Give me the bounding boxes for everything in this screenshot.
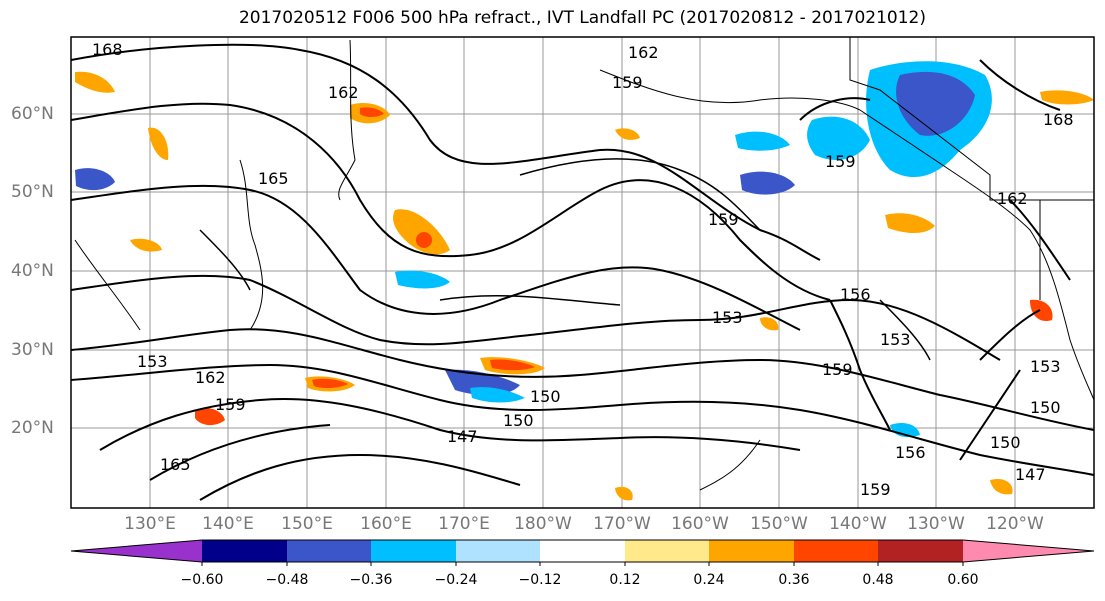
lon-label-140e: 140°E xyxy=(202,514,254,534)
lon-label-160w: 160°W xyxy=(671,514,729,534)
contour-label: 153 xyxy=(1030,357,1061,376)
contour-label: 150 xyxy=(1030,398,1061,417)
lat-label-40n: 40°N xyxy=(11,261,54,281)
colorbar-tick: −0.24 xyxy=(434,572,478,588)
colorbar-tick: 0.36 xyxy=(778,572,810,588)
contour-label: 147 xyxy=(447,427,478,446)
map-title: 2017020512 F006 500 hPa refract., IVT La… xyxy=(238,8,926,28)
lon-label-160e: 160°E xyxy=(360,514,412,534)
colorbar-bin xyxy=(456,540,540,562)
colorbar-tick: 0.24 xyxy=(693,572,725,588)
contour-label: 153 xyxy=(880,330,911,349)
contour-label: 165 xyxy=(160,455,191,474)
contour-label: 168 xyxy=(92,40,123,59)
contour-label: 159 xyxy=(825,152,856,171)
contour-label: 165 xyxy=(258,169,289,188)
colorbar-tick: −0.36 xyxy=(349,572,393,588)
lat-label-20n: 20°N xyxy=(11,418,54,438)
lat-label-30n: 30°N xyxy=(11,340,54,360)
lon-label-140w: 140°W xyxy=(829,514,887,534)
contour-label: 159 xyxy=(708,210,739,229)
contour-label: 150 xyxy=(530,387,561,406)
lon-label-130w: 130°W xyxy=(907,514,965,534)
contour-lines xyxy=(71,43,1094,501)
lon-label-130e: 130°E xyxy=(124,514,176,534)
colorbar-extend-high xyxy=(963,540,1094,562)
map-frame xyxy=(70,36,1095,509)
lon-label-120w: 120°W xyxy=(986,514,1044,534)
lon-label-170w: 170°W xyxy=(593,514,651,534)
contour-labels: 168 1621591621651591681591621531561531591… xyxy=(92,40,1074,499)
colorbar-tick: 0.12 xyxy=(609,572,641,588)
colorbar-tick: 0.48 xyxy=(862,572,894,588)
colorbar-tick: −0.12 xyxy=(518,572,562,588)
lat-label-60n: 60°N xyxy=(11,104,54,124)
contour-label: 162 xyxy=(195,368,226,387)
contour-label: 150 xyxy=(990,433,1021,452)
colorbar-bin xyxy=(371,540,456,562)
lon-label-150w: 150°W xyxy=(750,514,808,534)
contour-label: 153 xyxy=(712,308,743,327)
contour-lines-thin xyxy=(199,158,931,361)
colorbar-tick: −0.48 xyxy=(265,572,309,588)
lon-label-170e: 170°E xyxy=(438,514,490,534)
lat-label-50n: 50°N xyxy=(11,182,54,202)
contour-label: 162 xyxy=(997,189,1028,208)
colorbar-bin xyxy=(794,540,878,562)
contour-label: 159 xyxy=(860,480,891,499)
shaded-anomalies xyxy=(75,61,1094,501)
colorbar-bin xyxy=(287,540,371,562)
colorbar-bin xyxy=(709,540,794,562)
contour-label: 162 xyxy=(628,43,659,62)
colorbar-bin xyxy=(625,540,709,562)
contour-label: 159 xyxy=(612,73,643,92)
contour-label: 159 xyxy=(215,395,246,414)
contour-label: 162 xyxy=(328,83,359,102)
contour-label: 153 xyxy=(137,352,168,371)
colorbar-bin xyxy=(878,540,963,562)
contour-label: 159 xyxy=(822,360,853,379)
contour-label: 156 xyxy=(840,285,871,304)
lon-label-180w: 180°W xyxy=(514,514,572,534)
lon-label-150e: 150°E xyxy=(281,514,333,534)
colorbar-bin xyxy=(540,540,625,562)
contour-label: 147 xyxy=(1015,465,1046,484)
colorbar-tick: 0.60 xyxy=(947,572,979,588)
contour-label: 168 xyxy=(1043,110,1074,129)
colorbar xyxy=(70,539,1095,566)
contour-label: 156 xyxy=(895,443,926,462)
colorbar-tick: −0.60 xyxy=(180,572,224,588)
colorbar-bin xyxy=(202,540,287,562)
colorbar-extend-low xyxy=(71,540,202,562)
contour-label: 150 xyxy=(503,411,534,430)
